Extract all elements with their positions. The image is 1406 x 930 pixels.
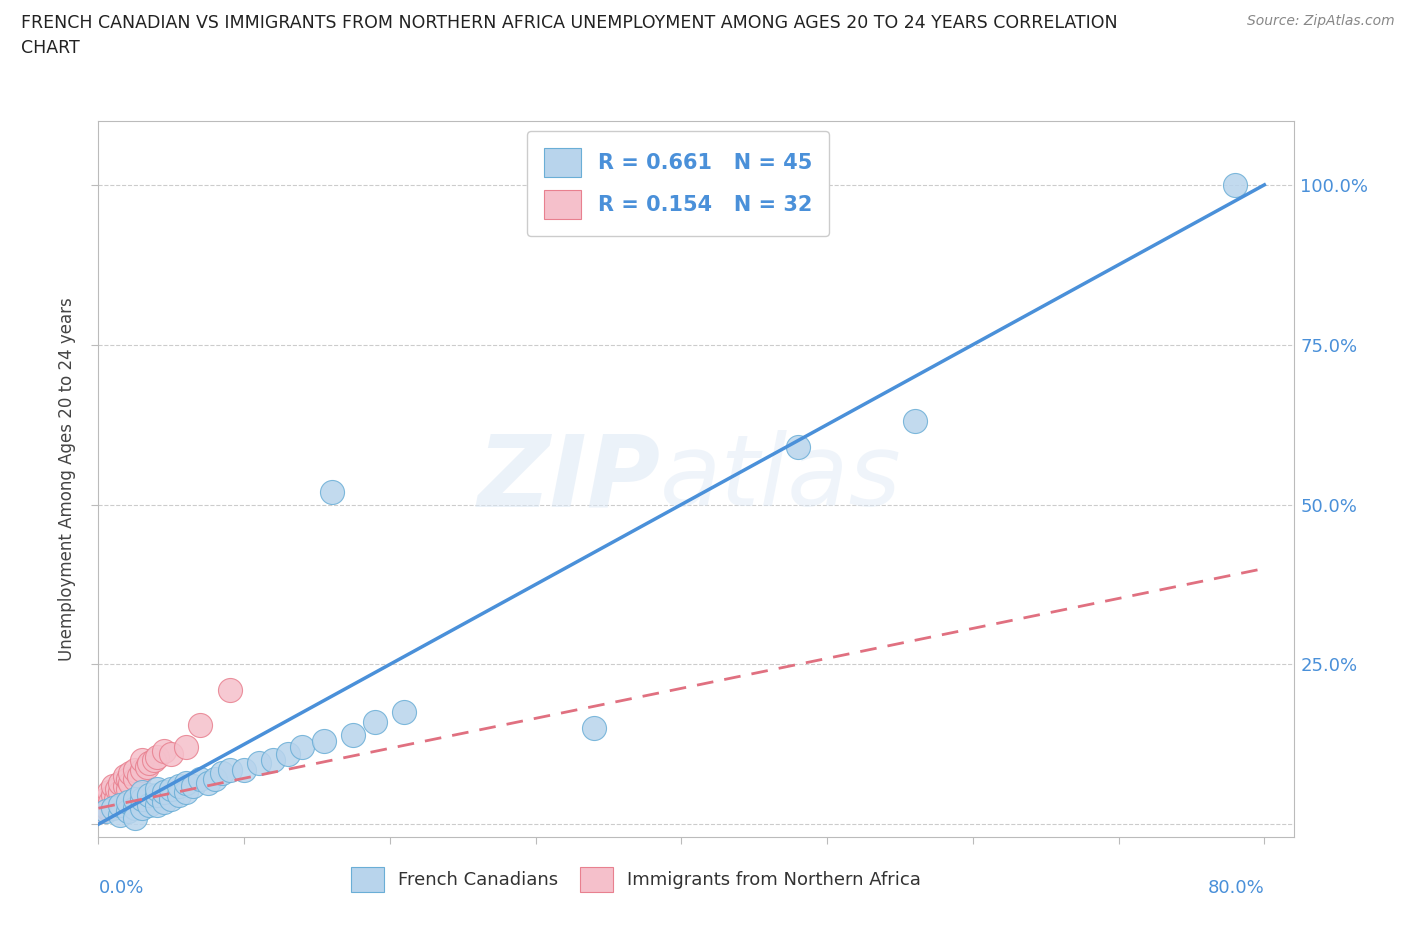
Point bbox=[120, 765, 142, 780]
Point bbox=[128, 769, 150, 784]
Point bbox=[98, 794, 121, 809]
Point bbox=[114, 769, 136, 784]
Point bbox=[131, 791, 153, 806]
Point bbox=[131, 801, 153, 816]
Point bbox=[124, 791, 146, 806]
Point bbox=[105, 781, 128, 796]
Point bbox=[145, 781, 167, 796]
Legend: French Canadians, Immigrants from Northern Africa: French Canadians, Immigrants from Northe… bbox=[344, 859, 928, 899]
Point bbox=[394, 705, 416, 720]
Point bbox=[131, 763, 153, 777]
Point bbox=[110, 785, 132, 800]
Point bbox=[153, 743, 176, 758]
Text: atlas: atlas bbox=[661, 431, 901, 527]
Point bbox=[138, 756, 160, 771]
Point bbox=[314, 734, 336, 749]
Point bbox=[291, 740, 314, 755]
Point bbox=[110, 798, 132, 813]
Point bbox=[277, 747, 299, 762]
Point bbox=[145, 798, 167, 813]
Text: ZIP: ZIP bbox=[477, 431, 661, 527]
Point bbox=[110, 776, 132, 790]
Point bbox=[94, 804, 117, 819]
Point bbox=[204, 772, 226, 787]
Point bbox=[117, 794, 139, 809]
Point bbox=[160, 781, 183, 796]
Point bbox=[110, 807, 132, 822]
Text: 80.0%: 80.0% bbox=[1208, 879, 1264, 897]
Point bbox=[131, 785, 153, 800]
Point bbox=[117, 804, 139, 819]
Text: FRENCH CANADIAN VS IMMIGRANTS FROM NORTHERN AFRICA UNEMPLOYMENT AMONG AGES 20 TO: FRENCH CANADIAN VS IMMIGRANTS FROM NORTH… bbox=[21, 14, 1118, 32]
Point bbox=[101, 801, 124, 816]
Point bbox=[181, 778, 204, 793]
Point bbox=[96, 801, 118, 816]
Point bbox=[211, 765, 233, 780]
Point bbox=[1225, 178, 1247, 193]
Point bbox=[138, 798, 160, 813]
Point bbox=[138, 788, 160, 803]
Point bbox=[153, 794, 176, 809]
Point bbox=[90, 804, 112, 819]
Point bbox=[903, 414, 925, 429]
Point bbox=[94, 791, 117, 806]
Point bbox=[190, 772, 212, 787]
Point bbox=[233, 763, 256, 777]
Point bbox=[124, 763, 146, 777]
Point bbox=[117, 781, 139, 796]
Point bbox=[104, 791, 127, 806]
Point bbox=[160, 791, 183, 806]
Point bbox=[101, 778, 124, 793]
Y-axis label: Unemployment Among Ages 20 to 24 years: Unemployment Among Ages 20 to 24 years bbox=[58, 297, 76, 661]
Point bbox=[145, 750, 167, 764]
Point bbox=[114, 778, 136, 793]
Point bbox=[120, 776, 142, 790]
Point bbox=[174, 776, 197, 790]
Point bbox=[218, 763, 240, 777]
Point bbox=[145, 788, 167, 803]
Point bbox=[160, 747, 183, 762]
Point bbox=[364, 714, 387, 729]
Point bbox=[135, 759, 157, 774]
Point bbox=[190, 718, 212, 733]
Point bbox=[97, 785, 120, 800]
Point bbox=[101, 788, 124, 803]
Point bbox=[174, 740, 197, 755]
Point bbox=[787, 440, 810, 455]
Point bbox=[342, 727, 364, 742]
Point bbox=[124, 810, 146, 825]
Point bbox=[197, 776, 219, 790]
Point bbox=[582, 721, 605, 736]
Point bbox=[218, 683, 240, 698]
Point bbox=[93, 798, 115, 813]
Point bbox=[124, 801, 146, 816]
Point bbox=[153, 785, 176, 800]
Text: CHART: CHART bbox=[21, 39, 80, 57]
Point bbox=[247, 756, 270, 771]
Point bbox=[124, 772, 146, 787]
Point bbox=[321, 485, 343, 499]
Point bbox=[167, 788, 190, 803]
Text: 0.0%: 0.0% bbox=[98, 879, 143, 897]
Point bbox=[117, 772, 139, 787]
Point bbox=[142, 753, 165, 768]
Text: Source: ZipAtlas.com: Source: ZipAtlas.com bbox=[1247, 14, 1395, 28]
Point bbox=[167, 778, 190, 793]
Point bbox=[262, 753, 284, 768]
Point bbox=[131, 753, 153, 768]
Point bbox=[174, 785, 197, 800]
